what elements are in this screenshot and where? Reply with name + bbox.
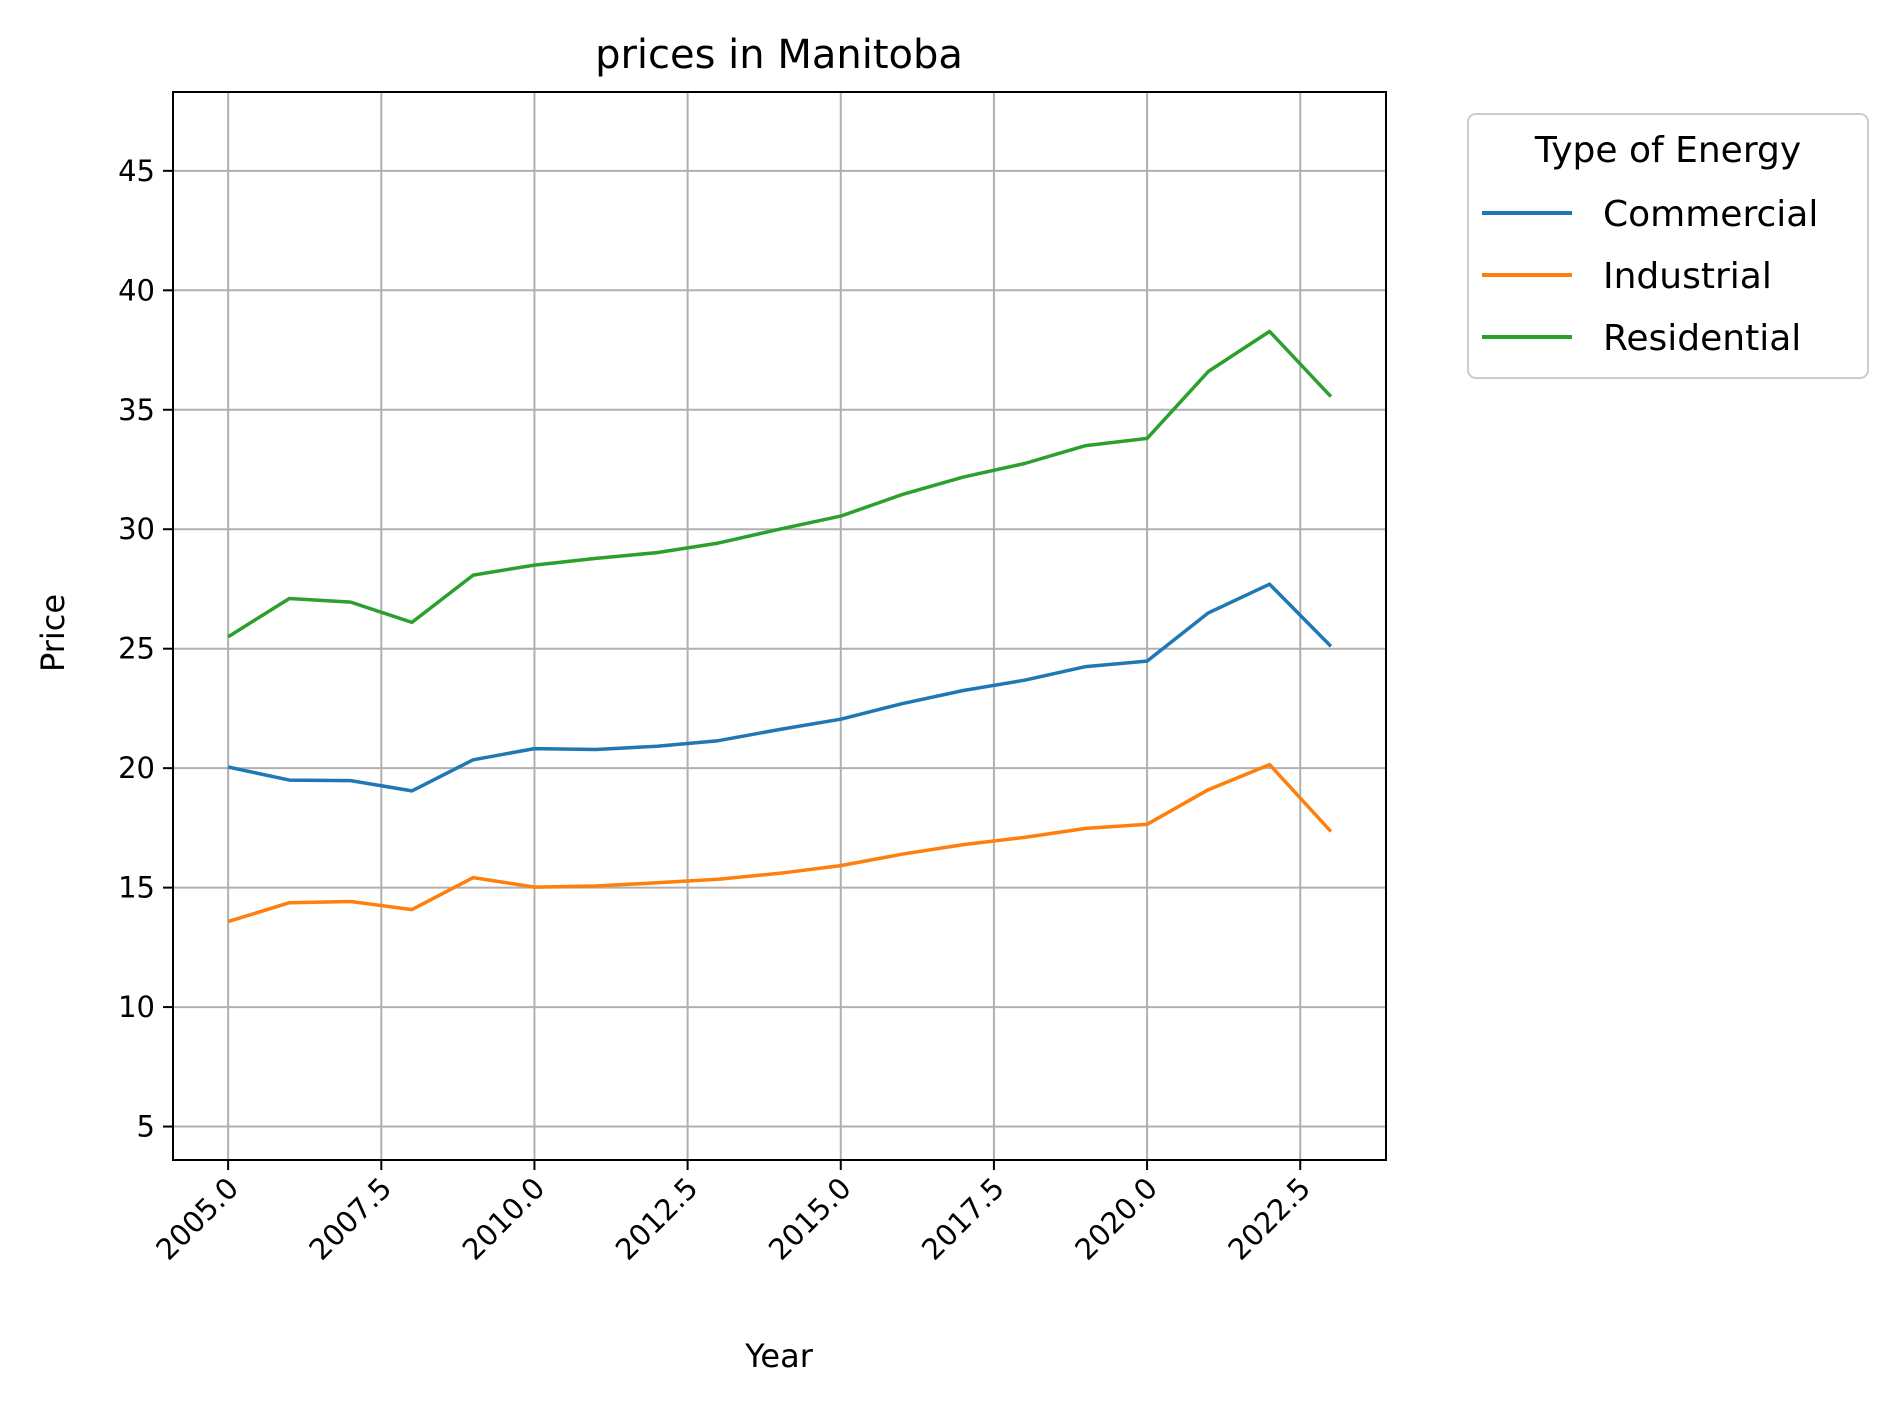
- series-line-industrial: [227, 762, 1333, 924]
- x-tick-label: 2007.5: [302, 1171, 398, 1267]
- legend-title: Type of Energy: [1534, 130, 1801, 171]
- y-tick-label: 5: [137, 1110, 155, 1144]
- x-tick-label: 2015.0: [762, 1171, 858, 1267]
- y-tick-label: 35: [118, 393, 155, 427]
- plot-frame: [172, 91, 1387, 1161]
- x-tick-label: 2022.5: [1221, 1171, 1317, 1267]
- legend-frame: [1467, 113, 1869, 379]
- y-tick-label: 25: [118, 632, 155, 666]
- y-tick-label: 45: [118, 154, 155, 188]
- x-tick-label: 2020.0: [1068, 1171, 1164, 1267]
- legend-label-commercial: Commercial: [1603, 194, 1818, 235]
- legend-label-industrial: Industrial: [1603, 256, 1772, 297]
- x-tick-label: 2017.5: [915, 1171, 1011, 1267]
- x-tick-label: 2010.0: [456, 1171, 552, 1267]
- series-line-commercial: [227, 582, 1333, 793]
- x-axis-title: Year: [744, 1337, 814, 1375]
- y-tick-label: 30: [118, 512, 155, 546]
- series-lines: [227, 329, 1333, 924]
- chart-title: prices in Manitoba: [595, 32, 963, 78]
- grid: [173, 92, 1386, 1160]
- axis-ticks: 2005.0 2007.5 2010.0 2012.5 2015.0 2017.5 2020…: [118, 154, 1317, 1267]
- x-tick-label: 2005.0: [149, 1171, 245, 1267]
- y-tick-label: 40: [118, 273, 155, 307]
- series-line-residential: [227, 329, 1333, 639]
- y-tick-label: 10: [118, 990, 155, 1024]
- legend-label-residential: Residential: [1603, 318, 1801, 359]
- y-axis-title: Price: [34, 594, 72, 672]
- legend: Type of Energy Commercial Industrial Resid…: [1467, 113, 1869, 379]
- y-tick-label: 20: [118, 751, 155, 785]
- x-tick-label: 2012.5: [609, 1171, 705, 1267]
- y-tick-label: 15: [118, 871, 155, 905]
